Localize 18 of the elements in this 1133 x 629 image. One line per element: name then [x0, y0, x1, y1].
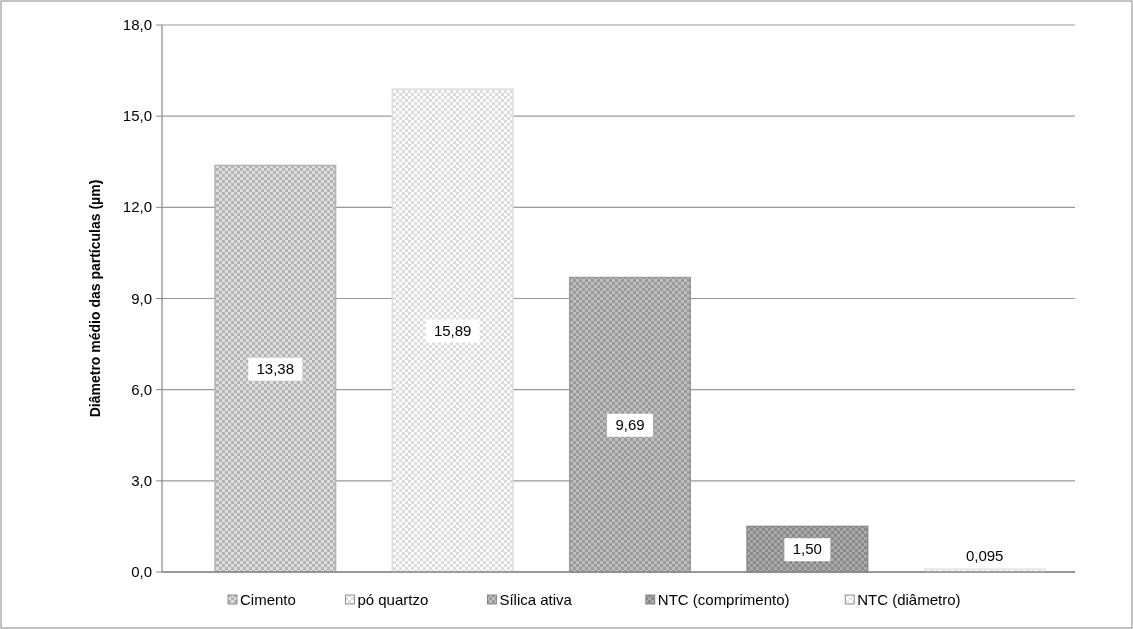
y-tick-label: 6,0	[131, 380, 152, 398]
legend-label: Sílica ativa	[499, 591, 573, 608]
data-label: 9,69	[615, 415, 645, 433]
legend-label: Cimento	[240, 591, 296, 608]
data-label: 15,89	[433, 321, 472, 339]
y-tick-label: 9,0	[131, 289, 152, 307]
legend-label: NTC (diâmetro)	[857, 591, 961, 608]
y-tick-label: 18,0	[122, 16, 152, 33]
legend-label: pó quartzo	[357, 591, 429, 608]
legend-label: NTC (comprimento)	[657, 591, 790, 608]
y-tick-label: 3,0	[131, 471, 152, 489]
y-tick-label: 12,0	[122, 198, 152, 216]
data-label: 13,38	[256, 359, 295, 377]
data-label: 0,095	[965, 547, 1004, 565]
y-tick-label: 0,0	[131, 563, 152, 580]
data-label: 1,50	[792, 540, 822, 558]
y-axis-title: Diâmetro médio das partículas (µm)	[87, 179, 103, 418]
y-tick-label: 15,0	[122, 107, 152, 125]
